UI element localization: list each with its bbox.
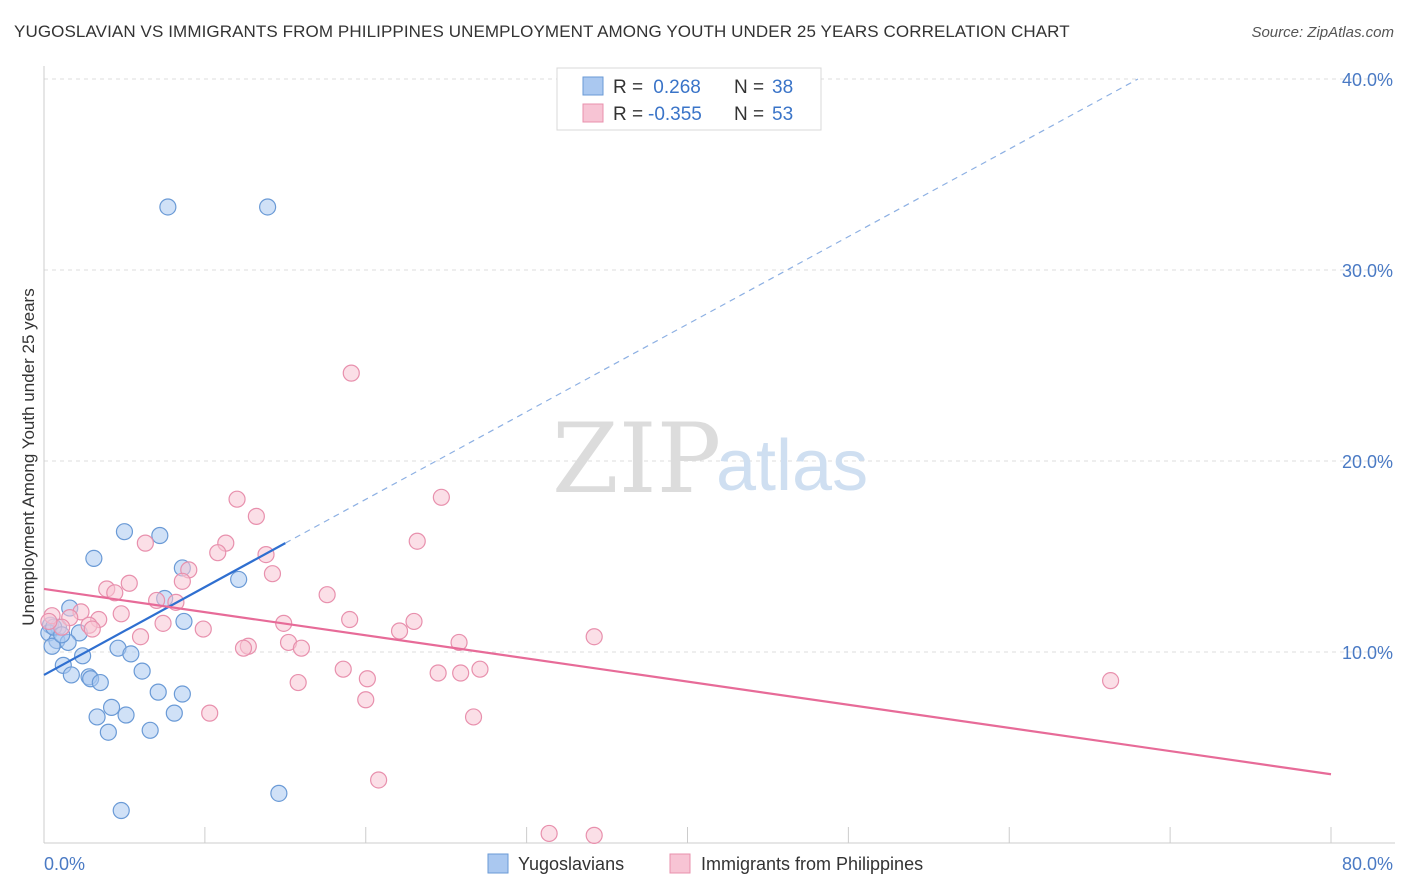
philippines-point [201, 704, 219, 722]
source-label: Source: ZipAtlas.com [1251, 24, 1394, 41]
yugoslavian-point [117, 706, 135, 724]
philippines-point [318, 586, 336, 604]
gridlines [44, 78, 1395, 653]
philippines-point [429, 664, 447, 682]
yugoslavian-point [165, 704, 183, 722]
philippines-point [341, 610, 359, 629]
yugoslavian-point [115, 523, 134, 541]
philippines-point [247, 507, 265, 525]
tick-labels: 10.0% 20.0% 30.0% 40.0% 0.0% 80.0% [44, 70, 1393, 874]
y-tick-label-2: 30.0% [1342, 261, 1393, 281]
philippines-point [358, 670, 376, 688]
philippines-point [131, 628, 150, 646]
yugoslavian-point [102, 698, 121, 716]
philippines-point [173, 572, 191, 590]
philippines-point [390, 622, 409, 640]
series-legend: Yugoslavians Immigrants from Philippines [487, 853, 923, 874]
philippines-point [585, 826, 603, 844]
yugoslavian-point [141, 721, 159, 739]
philippines-point [209, 544, 227, 562]
philippines-point [120, 574, 138, 592]
philippines-point [432, 488, 450, 506]
philippines-point [408, 532, 426, 550]
yugoslavian-point [91, 673, 109, 692]
philippines-point [540, 824, 558, 843]
yugoslavian-point [133, 662, 151, 680]
legend-r-label-pink: R = [613, 104, 643, 125]
philippines-point [289, 673, 307, 692]
yugoslavian-trend-extension [285, 78, 1139, 544]
y-tick-label-1: 20.0% [1342, 452, 1393, 472]
yugoslavian-point [112, 801, 130, 820]
philippines-point [357, 691, 375, 709]
philippines-point [263, 565, 282, 583]
philippines-point [471, 660, 489, 678]
chart-title: YUGOSLAVIAN VS IMMIGRANTS FROM PHILIPPIN… [14, 22, 1070, 41]
legend-n-value-blue: 38 [772, 77, 793, 98]
y-tick-label-0: 10.0% [1342, 643, 1393, 663]
philippines-point [585, 628, 603, 646]
legend-r-value-pink: -0.355 [648, 104, 702, 125]
axes [43, 66, 1395, 844]
yugoslavian-point [122, 645, 140, 663]
philippines-point [292, 639, 310, 657]
philippines-point [40, 612, 58, 631]
legend-r-label-blue: R = [613, 77, 643, 98]
philippines-point [112, 605, 130, 623]
legend-n-label-blue: N = [734, 77, 764, 98]
trend-lines [43, 78, 1332, 776]
yugoslavian-point [173, 685, 191, 703]
philippines-point [334, 660, 352, 678]
watermark-zip: ZIP [552, 403, 721, 515]
bottom-legend-swatch-pink [669, 853, 691, 874]
philippines-point [228, 490, 246, 508]
philippines-point [452, 664, 470, 682]
philippines-point [154, 614, 172, 632]
bottom-legend-swatch-blue [487, 853, 509, 874]
philippines-point [106, 584, 124, 602]
yugoslavian-point [175, 612, 193, 631]
yugoslavian-point [270, 784, 288, 802]
watermark: ZIP atlas [552, 403, 868, 515]
yugoslavian-point [62, 666, 80, 684]
philippines-point [342, 364, 360, 382]
philippines-point [450, 633, 468, 652]
philippines-trend-line [43, 587, 1332, 776]
y-axis-label: Unemployment Among Youth under 25 years [19, 288, 38, 625]
yugoslavian-point [230, 570, 248, 589]
philippines-point [464, 708, 483, 726]
yugoslavian-point [159, 198, 177, 216]
yugoslavian-point [85, 549, 103, 568]
x-tick-label-min: 0.0% [44, 854, 85, 874]
philippines-point [136, 534, 154, 552]
philippines-point [83, 620, 101, 638]
watermark-atlas: atlas [716, 426, 868, 506]
philippines-point [405, 612, 423, 631]
legend-swatch-blue [582, 76, 604, 96]
series-yugoslavians [40, 198, 288, 820]
philippines-point [194, 620, 212, 638]
yugoslavian-point [99, 723, 117, 741]
yugoslavian-trend-line [43, 542, 286, 676]
philippines-point [234, 639, 253, 657]
philippines-point [1102, 672, 1120, 690]
legend-swatch-pink [582, 103, 604, 123]
correlation-legend: R = 0.268 N = 38 R = -0.355 N = 53 [556, 67, 822, 131]
yugoslavian-point [151, 526, 169, 545]
yugoslavian-point [88, 708, 106, 726]
legend-r-value-blue: 0.268 [648, 77, 701, 98]
legend-n-label-pink: N = [734, 104, 764, 125]
bottom-legend-yugoslavians: Yugoslavians [518, 854, 624, 874]
legend-n-value-pink: 53 [772, 104, 793, 125]
yugoslavian-point [259, 198, 277, 216]
bottom-legend-philippines: Immigrants from Philippines [701, 854, 923, 874]
yugoslavian-point [149, 683, 167, 701]
yugoslavian-point [43, 637, 61, 655]
y-tick-label-3: 40.0% [1342, 70, 1393, 90]
philippines-point [370, 771, 388, 789]
x-tick-label-max: 80.0% [1342, 854, 1393, 874]
